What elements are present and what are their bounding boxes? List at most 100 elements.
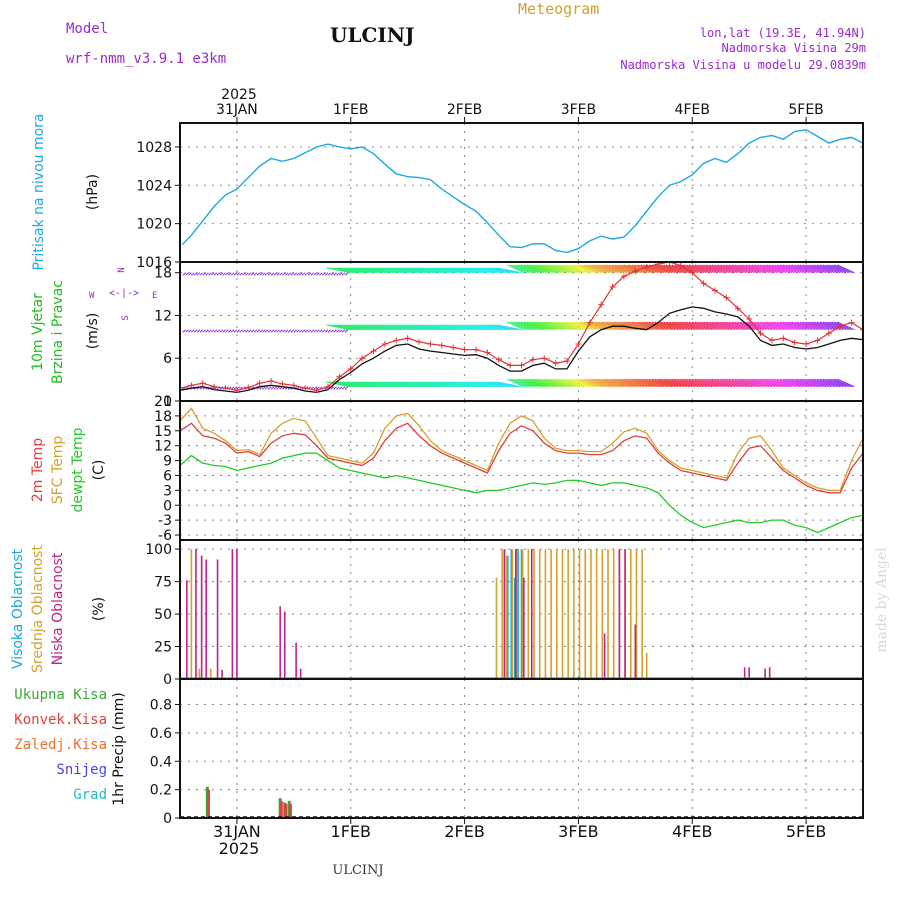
wind-speed-marker: [245, 384, 252, 391]
ytick-label: 0: [163, 498, 172, 514]
wind-barb: [264, 386, 269, 390]
wind-barb: [276, 386, 280, 390]
wind-barb: [515, 378, 534, 388]
wind-barb: [583, 378, 602, 388]
wind-barb: [414, 324, 440, 331]
wind-speed-marker: [734, 305, 741, 312]
wind-barb: [563, 378, 582, 388]
high-cloud-label: Visoka Oblacnost: [10, 548, 26, 669]
clipped-group: [180, 407, 863, 534]
wind-barb: [394, 381, 420, 388]
conv-precip-bar: [288, 803, 292, 818]
wind-barb: [717, 264, 736, 274]
ytick-label: 75: [154, 575, 172, 591]
wind-barb: [768, 321, 787, 331]
wind-barb: [402, 267, 428, 274]
wind-barb: [337, 324, 363, 331]
wind-barb: [417, 324, 442, 331]
wind-barb: [688, 321, 707, 331]
wind-barb: [705, 378, 724, 388]
wind-barb: [688, 378, 707, 388]
wind-barb: [185, 272, 189, 276]
wind-barb: [331, 324, 357, 331]
wind-barb: [459, 267, 485, 274]
wind-speed-marker: [393, 337, 400, 344]
wind-barb: [557, 321, 576, 331]
wind-barb: [728, 264, 747, 274]
wind-barb: [397, 267, 422, 274]
wind-barb: [529, 264, 548, 274]
dewpt-line: [180, 452, 863, 534]
wind-barb: [247, 329, 252, 333]
wind-barb: [540, 264, 559, 274]
meteogram-title: Meteogram: [518, 0, 599, 18]
top-tick-label: 4FEB: [675, 102, 710, 118]
ytick-label: 15: [154, 424, 172, 440]
wind-barb: [485, 267, 511, 274]
wind-barb: [388, 324, 414, 331]
wind-barb: [267, 386, 272, 390]
direction-west: W: [89, 291, 95, 301]
direction-glyph: <-|->: [109, 288, 139, 299]
wind-barb: [338, 386, 343, 390]
wind-barb: [825, 264, 844, 274]
wind-barb: [336, 272, 340, 276]
wind-barb: [833, 378, 852, 388]
wind-barb: [304, 272, 309, 276]
wind-direction-legend: N W E <-|-> S: [89, 267, 157, 320]
wind-barb: [685, 378, 704, 388]
wind-barb: [765, 264, 784, 274]
wind-barb: [566, 378, 585, 388]
bottom-year-label: 2025: [219, 839, 260, 858]
wind-barb: [520, 264, 539, 274]
wind-barb: [697, 378, 716, 388]
wind-barb: [771, 321, 790, 331]
wind-barb: [262, 386, 266, 390]
wind-barb: [811, 321, 830, 331]
conv-precip-bar: [206, 789, 210, 818]
wind-barb: [417, 381, 442, 388]
wind-barb: [569, 321, 588, 331]
wind-barb: [236, 272, 241, 276]
wind-barb: [574, 264, 593, 274]
wind-barb: [439, 324, 465, 331]
wind-barb: [785, 264, 804, 274]
wind-barb: [343, 324, 368, 331]
wind-barb: [734, 378, 753, 388]
wind-barb: [371, 381, 397, 388]
wind-barb: [496, 324, 522, 331]
wind-speed-marker: [290, 382, 297, 389]
wind-barb: [648, 321, 667, 331]
wind-barb: [646, 321, 664, 331]
wind-barb: [518, 321, 536, 331]
wind-barb: [330, 386, 335, 390]
wind-barb: [346, 267, 371, 274]
wind-barb: [327, 329, 332, 333]
wind-barb: [385, 324, 411, 331]
wind-barb: [751, 264, 770, 274]
wind-speed-marker: [677, 262, 684, 269]
wind-barb: [703, 378, 721, 388]
wind-barb: [225, 272, 229, 276]
wind-barb: [290, 272, 295, 276]
wind-speed-marker: [780, 335, 787, 342]
wind-barb: [425, 324, 451, 331]
wind-barb: [557, 378, 576, 388]
wind-barb: [307, 272, 312, 276]
mid-cloud-label: Srednja Oblacnost: [30, 545, 46, 673]
wind-barb: [491, 381, 516, 388]
wind-barb: [216, 329, 221, 333]
ytick-label: 21: [154, 394, 172, 410]
wind-barb: [771, 264, 790, 274]
wind-barb: [380, 324, 405, 331]
wind-barb: [304, 329, 309, 333]
wind-barb: [671, 321, 690, 331]
wind-barb: [640, 321, 659, 331]
wind-barb: [341, 386, 346, 390]
wind-speed-marker: [768, 337, 775, 344]
wind-barb: [617, 321, 636, 331]
wind-barb: [788, 378, 807, 388]
wind-barb: [799, 378, 818, 388]
wind-barb: [720, 321, 738, 331]
wind-barb: [796, 264, 815, 274]
